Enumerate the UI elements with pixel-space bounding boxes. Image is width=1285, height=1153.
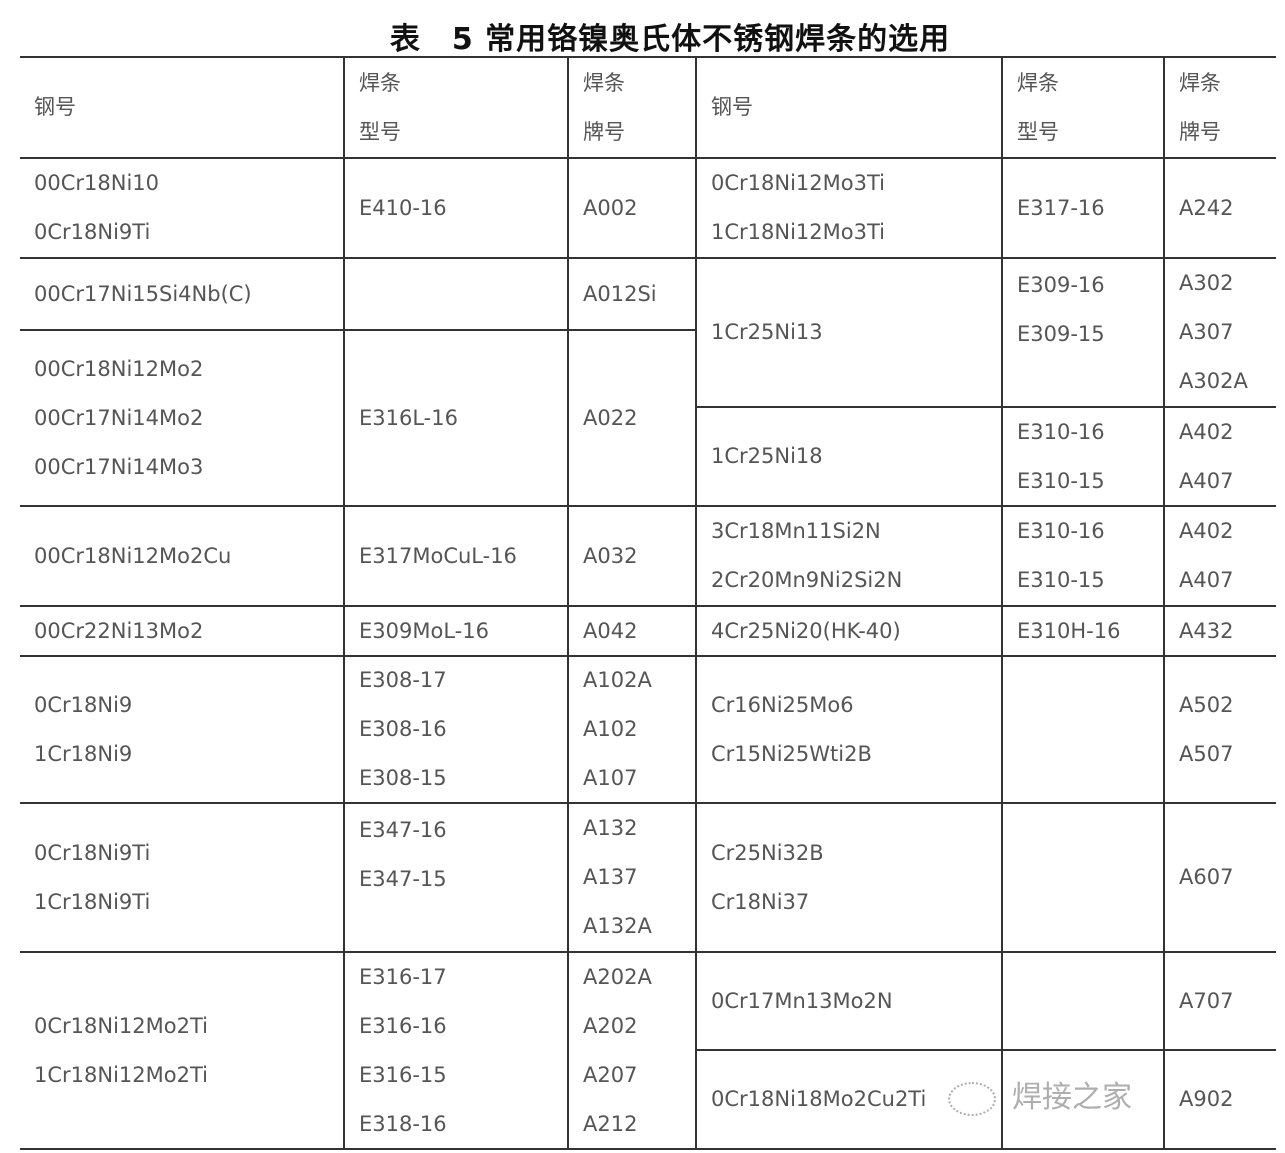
table-cell: A032 bbox=[567, 505, 695, 605]
header-electrode-brand-2: 焊条 牌号 bbox=[1163, 58, 1276, 157]
header-electrode-type: 焊条 型号 bbox=[343, 58, 567, 157]
header-steel-grade: 钢号 bbox=[34, 95, 76, 119]
table-cell: A012Si bbox=[567, 257, 695, 329]
table-cell: E317MoCuL-16 bbox=[343, 505, 567, 605]
table-cell: E308-17 E308-16 E308-15 bbox=[343, 655, 567, 802]
table-cell: Cr16Ni25Mo6 Cr15Ni25Wti2B bbox=[695, 655, 1001, 802]
table-cell: 0Cr18Ni9Ti 1Cr18Ni9Ti bbox=[20, 802, 343, 951]
table-cell: A402 A407 bbox=[1163, 406, 1276, 505]
table-cell: A022 bbox=[567, 329, 695, 505]
table-cell: E316L-16 bbox=[343, 329, 567, 505]
table-cell: 1Cr25Ni13 bbox=[695, 257, 1001, 406]
table-cell bbox=[1001, 1049, 1163, 1148]
header-steel-grade-2: 钢号 bbox=[695, 58, 1001, 157]
table-cell bbox=[1001, 655, 1163, 802]
table-cell: 0Cr18Ni12Mo2Ti 1Cr18Ni12Mo2Ti bbox=[20, 951, 343, 1148]
table-cell: 00Cr17Ni15Si4Nb(C) bbox=[20, 257, 343, 329]
table-cell: A402 A407 bbox=[1163, 505, 1276, 605]
table-cell: 00Cr18Ni12Mo2Cu bbox=[20, 505, 343, 605]
table-cell: E310-16 E310-15 bbox=[1001, 505, 1163, 605]
table-cell: A042 bbox=[567, 605, 695, 655]
table-cell: 1Cr25Ni18 bbox=[695, 406, 1001, 505]
table-cell: A902 bbox=[1163, 1049, 1276, 1148]
header-electrode-type-2: 焊条 型号 bbox=[1001, 58, 1163, 157]
table-cell: 00Cr18Ni12Mo2 00Cr17Ni14Mo2 00Cr17Ni14Mo… bbox=[20, 329, 343, 505]
table-cell: A302 A307 A302A bbox=[1163, 257, 1276, 406]
electrode-selection-table: 钢号 焊条 型号 焊条 牌号 钢号 焊条 型号 焊条 牌号 00Cr18Ni10… bbox=[20, 56, 1276, 1150]
table-cell: E309-16 E309-15 bbox=[1001, 257, 1163, 406]
table-cell: E310H-16 bbox=[1001, 605, 1163, 655]
table-cell: E317-16 bbox=[1001, 157, 1163, 257]
table-cell bbox=[1001, 802, 1163, 951]
table-cell: 0Cr18Ni9 1Cr18Ni9 bbox=[20, 655, 343, 802]
wechat-icon bbox=[948, 1082, 996, 1116]
table-cell: 00Cr18Ni10 0Cr18Ni9Ti bbox=[20, 157, 343, 257]
table-cell: E410-16 bbox=[343, 157, 567, 257]
table-cell: A707 bbox=[1163, 951, 1276, 1049]
table-cell: 0Cr18Ni18Mo2Cu2Ti bbox=[695, 1049, 1001, 1148]
table-cell: E347-16 E347-15 bbox=[343, 802, 567, 951]
table-cell: A607 bbox=[1163, 802, 1276, 951]
table-cell: E310-16 E310-15 bbox=[1001, 406, 1163, 505]
table-cell: 0Cr17Mn13Mo2N bbox=[695, 951, 1001, 1049]
header-electrode-brand: 焊条 牌号 bbox=[567, 58, 695, 157]
table-cell: A102A A102 A107 bbox=[567, 655, 695, 802]
table-cell: A432 bbox=[1163, 605, 1276, 655]
table-cell bbox=[1001, 951, 1163, 1049]
table-cell: A242 bbox=[1163, 157, 1276, 257]
table-title: 表 5 常用铬镍奥氏体不锈钢焊条的选用 bbox=[389, 22, 951, 57]
table-cell: Cr25Ni32B Cr18Ni37 bbox=[695, 802, 1001, 951]
table-cell: 4Cr25Ni20(HK-40) bbox=[695, 605, 1001, 655]
table-cell: A502 A507 bbox=[1163, 655, 1276, 802]
table-cell: E316-17 E316-16 E316-15 E318-16 bbox=[343, 951, 567, 1148]
table-cell bbox=[343, 257, 567, 329]
table-cell: E309MoL-16 bbox=[343, 605, 567, 655]
table-cell: 3Cr18Mn11Si2N 2Cr20Mn9Ni2Si2N bbox=[695, 505, 1001, 605]
watermark-text: 焊接之家 bbox=[1012, 1080, 1132, 1115]
table-cell: A202A A202 A207 A212 bbox=[567, 951, 695, 1148]
table-cell: 0Cr18Ni12Mo3Ti 1Cr18Ni12Mo3Ti bbox=[695, 157, 1001, 257]
table-cell: A132 A137 A132A bbox=[567, 802, 695, 951]
table-cell: A002 bbox=[567, 157, 695, 257]
table-cell: 00Cr22Ni13Mo2 bbox=[20, 605, 343, 655]
